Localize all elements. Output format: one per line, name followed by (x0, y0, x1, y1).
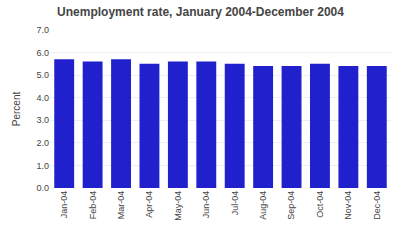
svg-text:Jun-04: Jun-04 (201, 191, 211, 219)
svg-text:4.0: 4.0 (36, 93, 49, 103)
svg-text:Jul-04: Jul-04 (230, 191, 240, 216)
svg-text:Aug-04: Aug-04 (258, 191, 268, 220)
svg-text:2.0: 2.0 (36, 138, 49, 148)
svg-text:6.0: 6.0 (36, 48, 49, 58)
svg-text:Mar-04: Mar-04 (116, 191, 126, 220)
svg-text:Nov-04: Nov-04 (343, 191, 353, 220)
svg-text:3.0: 3.0 (36, 115, 49, 125)
svg-text:May-04: May-04 (173, 191, 183, 221)
svg-text:Dec-04: Dec-04 (372, 191, 382, 220)
svg-text:0.0: 0.0 (36, 183, 49, 193)
svg-text:Feb-04: Feb-04 (88, 191, 98, 220)
svg-text:Jan-04: Jan-04 (59, 191, 69, 219)
svg-text:Percent: Percent (11, 92, 22, 127)
svg-text:1.0: 1.0 (36, 161, 49, 171)
svg-text:Apr-04: Apr-04 (144, 191, 154, 218)
svg-text:7.0: 7.0 (36, 25, 49, 35)
svg-text:Unemployment rate, January 200: Unemployment rate, January 2004-December… (57, 5, 344, 19)
svg-text:Oct-04: Oct-04 (315, 191, 325, 218)
svg-text:Sep-04: Sep-04 (286, 191, 296, 220)
svg-text:5.0: 5.0 (36, 70, 49, 80)
